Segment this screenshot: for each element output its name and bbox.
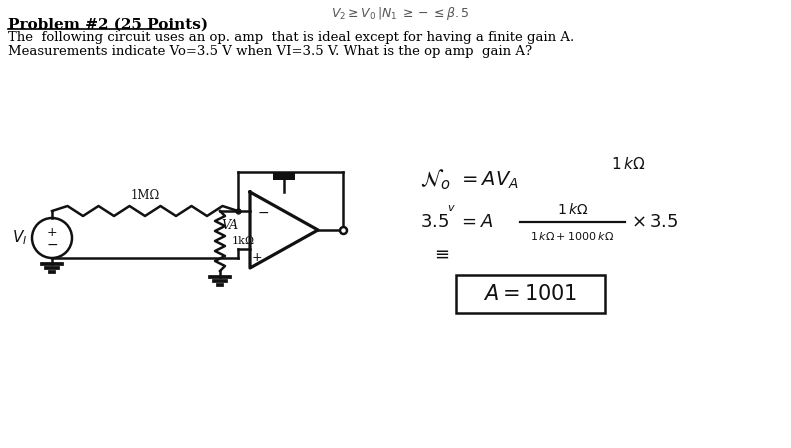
Text: $= AV_A$: $= AV_A$ [458,169,519,191]
Text: $3.5$: $3.5$ [420,213,449,231]
Text: 1kΩ: 1kΩ [232,236,255,246]
Text: The  following circuit uses an op. amp  that is ideal except for having a finite: The following circuit uses an op. amp th… [8,31,574,44]
Text: Measurements indicate Vo=3.5 V when VI=3.5 V. What is the op amp  gain A?: Measurements indicate Vo=3.5 V when VI=3… [8,45,532,58]
FancyBboxPatch shape [456,275,604,313]
Text: $\equiv$: $\equiv$ [430,245,449,263]
Text: −: − [258,206,270,220]
Text: 1MΩ: 1MΩ [131,189,160,202]
Text: +: + [252,251,263,264]
Text: $V_I$: $V_I$ [12,228,27,247]
Text: $1\,k\Omega + 1000\,k\Omega$: $1\,k\Omega + 1000\,k\Omega$ [531,230,615,242]
Text: $= A$: $= A$ [458,213,493,231]
Text: $\mathcal{N}_o$: $\mathcal{N}_o$ [420,168,450,192]
Text: $1\,k\Omega$: $1\,k\Omega$ [611,156,645,172]
Text: $V_2 \geq V_0\,|N_1\;\geq -\leq \beta.5$: $V_2 \geq V_0\,|N_1\;\geq -\leq \beta.5$ [331,5,469,22]
Text: VA: VA [221,219,239,232]
Text: +: + [47,225,57,238]
Text: $\times\,3.5$: $\times\,3.5$ [631,213,678,231]
Text: $A = 1001$: $A = 1001$ [483,284,577,304]
Text: $1\,k\Omega$: $1\,k\Omega$ [557,202,589,216]
Text: Problem #2 (25 Points): Problem #2 (25 Points) [8,18,208,32]
Text: $v$: $v$ [447,203,456,213]
Text: −: − [46,238,58,252]
